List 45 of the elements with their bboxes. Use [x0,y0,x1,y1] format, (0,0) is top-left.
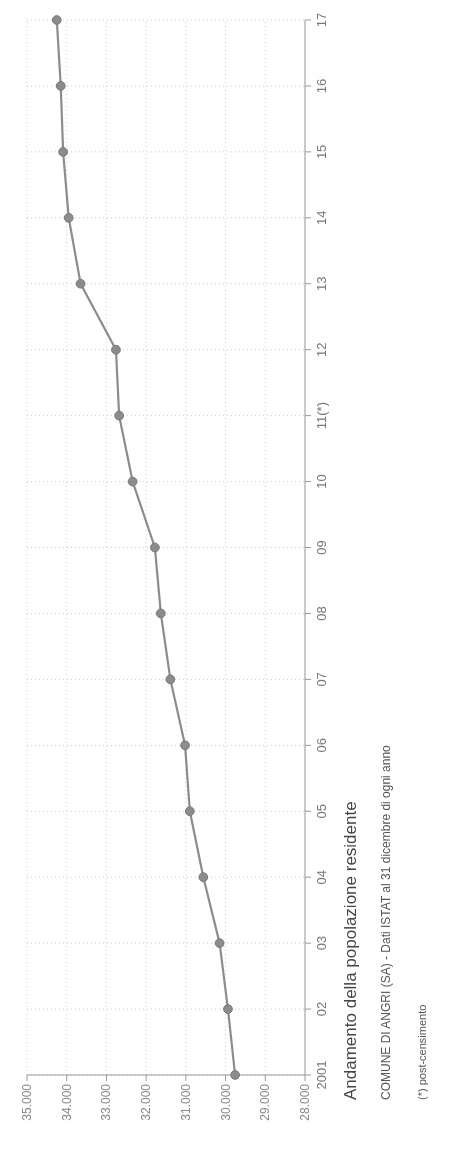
y-tick-label: 13 [313,276,329,291]
y-tick-label: 05 [313,804,329,819]
x-tick-label: 34.000 [59,1083,74,1121]
y-tick-label: 15 [313,144,329,160]
y-tick-label: 09 [313,540,329,555]
y-tick-label: 02 [313,1001,329,1017]
x-tick-label: 31.000 [178,1083,193,1121]
point [55,81,66,91]
point [51,15,62,25]
x-tick-label: 33.000 [99,1083,114,1121]
point [63,212,74,223]
point [111,344,121,355]
y-tick-label: 14 [313,210,329,226]
point [180,740,190,751]
y-tick-label: 08 [313,606,329,621]
y-tick-label: 10 [313,474,329,489]
y-tick-label: 07 [313,672,329,687]
point [165,674,176,685]
point [184,806,195,817]
text: COMUNE DI ANGRI (SA) - Dati ISTAT al 31 dicembre di ogni anno [379,744,393,1100]
point [214,938,225,948]
x-tick-label: 35.000 [20,1083,34,1121]
text: (*) post-censimento [416,1004,428,1100]
point [114,410,125,421]
x-tick-label: 28.000 [298,1083,312,1121]
y-tick-label: 06 [313,738,329,753]
point [198,872,209,883]
y-tick-label: 12 [313,342,329,357]
point [58,147,69,157]
point [127,476,138,487]
x-tick-label: 29.000 [258,1083,273,1121]
x-tick-label: 32.000 [139,1083,154,1121]
point [230,1070,240,1080]
y-tick-label: 11(*) [313,402,329,430]
point [75,278,86,289]
point [150,542,160,553]
point [223,1004,233,1014]
y-tick-label: 03 [313,935,329,951]
y-tick-label: 16 [313,78,329,94]
point [155,608,166,619]
text: Andamento della popolazione residente [341,801,360,1100]
x-tick-label: 30.000 [218,1083,233,1121]
y-tick-label: 04 [313,869,329,885]
y-tick-label: 2001 [313,1060,329,1090]
y-tick-label: 17 [313,12,329,28]
